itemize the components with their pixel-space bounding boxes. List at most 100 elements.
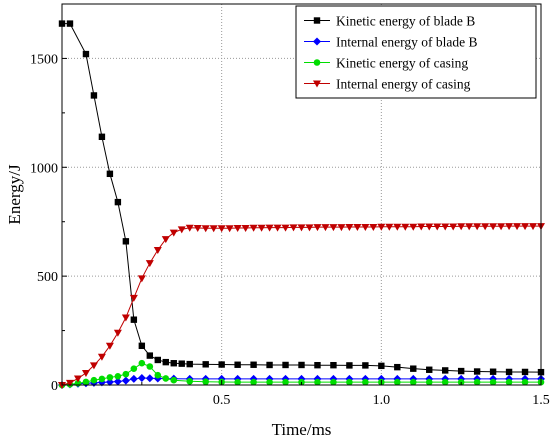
data-point xyxy=(529,223,538,231)
data-point xyxy=(282,361,289,369)
data-point xyxy=(489,223,498,231)
legend-item: Internal energy of blade B xyxy=(304,35,477,50)
data-point xyxy=(425,378,433,386)
data-point xyxy=(266,361,273,369)
data-point xyxy=(410,365,417,372)
data-point xyxy=(505,378,513,386)
data-point xyxy=(82,378,90,386)
data-point xyxy=(505,368,513,376)
data-point xyxy=(145,374,154,383)
data-point xyxy=(89,362,98,370)
data-point xyxy=(170,376,178,384)
x-tick-label: 0.5 xyxy=(213,393,231,408)
data-point xyxy=(114,372,122,380)
data-point xyxy=(265,224,274,232)
data-point xyxy=(162,375,170,382)
data-point xyxy=(250,378,257,386)
data-point xyxy=(337,224,346,232)
data-point xyxy=(329,224,338,232)
legend-item: Internal energy of casing xyxy=(304,77,471,92)
data-point xyxy=(129,294,138,302)
data-point xyxy=(513,223,522,231)
data-point xyxy=(281,224,290,232)
series-line xyxy=(61,225,541,386)
data-point xyxy=(330,361,337,369)
legend-marker xyxy=(313,80,321,88)
legend: Kinetic energy of blade B Internal energy… xyxy=(295,5,537,99)
data-point xyxy=(489,378,497,386)
data-point xyxy=(297,224,306,232)
data-point xyxy=(90,92,98,99)
data-point xyxy=(353,223,362,231)
data-point xyxy=(114,198,122,206)
series-layer xyxy=(58,20,545,389)
legend-label: Internal energy of casing xyxy=(336,77,471,92)
data-point xyxy=(369,223,378,231)
data-point xyxy=(314,361,321,369)
data-point xyxy=(266,378,273,386)
axis-ticks: 0.5 1.0 1.5 0 500 1000 1500 xyxy=(30,52,550,408)
data-point xyxy=(162,358,169,366)
data-point xyxy=(178,360,185,367)
data-point xyxy=(321,224,330,232)
data-point xyxy=(209,225,218,233)
data-point xyxy=(505,223,514,231)
data-point xyxy=(273,224,282,232)
data-point xyxy=(137,275,146,283)
data-point xyxy=(409,223,418,231)
data-point xyxy=(401,223,410,231)
series-2 xyxy=(58,359,545,389)
legend-box xyxy=(295,5,537,99)
data-point xyxy=(241,225,250,233)
data-point xyxy=(201,225,210,233)
data-point xyxy=(202,361,209,368)
data-point xyxy=(154,356,161,364)
legend-label: Kinetic energy of casing xyxy=(336,56,468,71)
y-tick-label: 0 xyxy=(51,379,58,394)
data-point xyxy=(521,223,530,231)
series-3 xyxy=(58,223,545,389)
data-point xyxy=(417,223,426,231)
data-point xyxy=(186,360,193,368)
data-point xyxy=(234,361,241,368)
data-point xyxy=(457,223,466,231)
x-tick-label: 1.0 xyxy=(373,393,391,408)
data-point xyxy=(145,260,154,268)
data-point xyxy=(393,223,402,231)
data-point xyxy=(394,363,401,371)
data-point xyxy=(377,223,386,231)
data-point xyxy=(65,379,74,387)
data-point xyxy=(441,223,450,231)
data-point xyxy=(433,223,442,231)
data-point xyxy=(170,360,177,367)
legend-marker xyxy=(313,37,321,46)
legend-label: Kinetic energy of blade B xyxy=(336,14,475,29)
data-point xyxy=(378,362,385,370)
data-point xyxy=(473,368,481,375)
legend-item: Kinetic energy of casing xyxy=(304,56,468,71)
legend-item: Kinetic energy of blade B xyxy=(304,14,475,29)
data-point xyxy=(193,225,202,233)
y-tick-label: 1000 xyxy=(30,161,58,176)
data-point xyxy=(90,376,98,384)
y-tick-label: 500 xyxy=(37,270,58,285)
data-point xyxy=(146,363,154,370)
data-point xyxy=(426,366,433,373)
x-axis-title: Time/ms xyxy=(272,420,332,439)
x-tick-label: 1.5 xyxy=(532,393,550,408)
data-point xyxy=(330,378,337,386)
y-axis-title: Energy/J xyxy=(5,164,24,225)
data-point xyxy=(121,314,130,322)
data-point xyxy=(137,374,146,383)
data-point xyxy=(122,370,130,378)
legend-marker xyxy=(313,17,321,24)
data-point xyxy=(289,224,298,232)
data-point xyxy=(153,247,162,255)
data-point xyxy=(497,223,506,231)
legend-label: Internal energy of blade B xyxy=(336,35,477,50)
data-point xyxy=(457,367,465,375)
data-point xyxy=(81,370,90,378)
data-point xyxy=(362,378,369,386)
data-point xyxy=(218,361,225,368)
